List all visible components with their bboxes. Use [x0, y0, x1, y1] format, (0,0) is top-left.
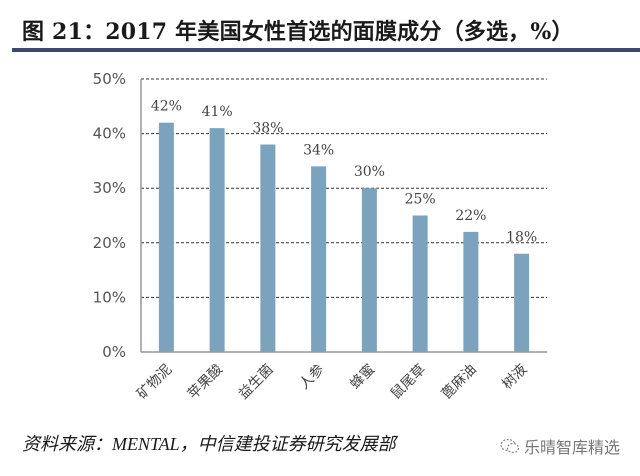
title-divider — [12, 48, 640, 52]
x-tick-label: 人参 — [296, 361, 328, 393]
bar — [463, 231, 479, 352]
x-tick-label: 蜂蜜 — [347, 362, 378, 393]
y-tick-label: 50% — [93, 70, 126, 88]
source-note: 资料来源：MENTAL，中信建投证券研究发展部 — [22, 434, 396, 454]
data-label: 18% — [506, 230, 537, 246]
data-label: 30% — [354, 164, 385, 180]
bar — [311, 166, 327, 352]
bar — [361, 188, 377, 352]
bar-series: 42% 41% 38% 34% 30% 25% 22% 18% — [151, 99, 537, 353]
x-tick-label: 矿物泥 — [134, 362, 175, 403]
gridlines — [141, 78, 547, 298]
y-tick-label: 40% — [93, 125, 126, 143]
bar-chart: 0% 10% 20% 30% 40% 50% 42% 41% 38% 34% 30% 25% 22% 1… — [93, 70, 547, 403]
x-axis: 矿物泥 苹果酸 益生菌 人参 蜂蜜 鼠尾草 蓖麻油 树液 — [134, 351, 547, 403]
data-label: 38% — [252, 121, 283, 137]
wechat-icon — [500, 438, 520, 454]
y-tick-label: 30% — [93, 179, 126, 197]
y-tick-label: 10% — [93, 288, 126, 306]
y-tick-label: 0% — [102, 343, 126, 361]
x-tick-label: 鼠尾草 — [388, 362, 429, 403]
data-label: 34% — [303, 142, 334, 158]
bar — [412, 215, 428, 352]
bar — [260, 144, 276, 352]
data-label: 22% — [455, 208, 486, 224]
x-tick-label: 苹果酸 — [185, 362, 226, 403]
data-label: 42% — [151, 99, 182, 115]
y-axis: 0% 10% 20% 30% 40% 50% — [93, 70, 142, 361]
x-tick-label: 树液 — [499, 362, 530, 393]
x-tick-label: 蓖麻油 — [439, 362, 480, 403]
data-label: 25% — [405, 192, 436, 208]
bar — [514, 253, 530, 352]
bar — [209, 128, 225, 352]
data-label: 41% — [202, 104, 233, 120]
y-tick-label: 20% — [93, 234, 126, 252]
x-tick-label: 益生菌 — [236, 362, 277, 403]
chart-title: 图 21：2017 年美国女性首选的面膜成分（多选，%） — [22, 19, 574, 45]
watermark: 乐晴智库精选 — [500, 434, 620, 458]
watermark-text: 乐晴智库精选 — [524, 438, 621, 457]
bar — [158, 122, 174, 353]
